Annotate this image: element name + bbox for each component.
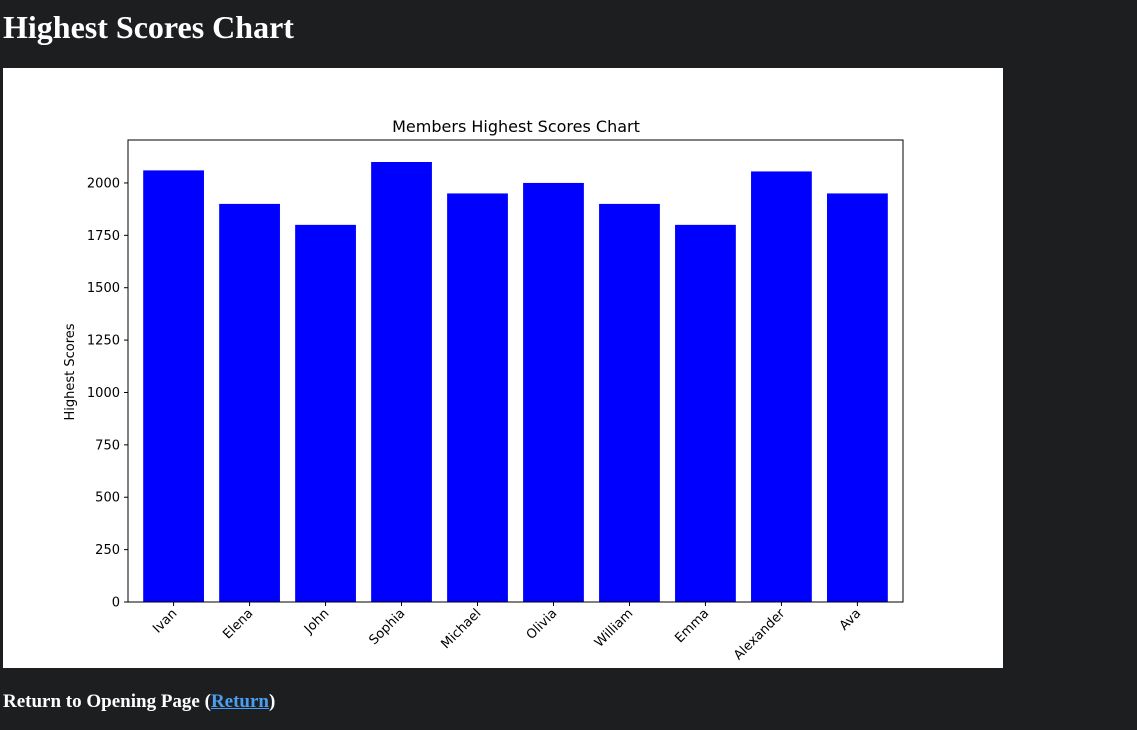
x-tick-label-michael: Michael (439, 606, 485, 652)
bar-sophia (371, 162, 432, 602)
chart-title: Members Highest Scores Chart (392, 117, 640, 136)
bar-michael (447, 193, 508, 602)
x-tick-label-john: John (301, 606, 332, 637)
x-tick-label-emma: Emma (672, 606, 712, 646)
bar-alexander (751, 171, 812, 602)
x-tick-label-ivan: Ivan (150, 606, 180, 636)
plot-frame (127, 139, 904, 603)
y-tick-label-2000: 2000 (87, 176, 120, 191)
bar-ivan (143, 170, 204, 602)
return-suffix-text: ) (269, 691, 276, 712)
y-ticks-layer: 0 250 500 750 1000 1250 1500 1750 2000 (87, 176, 128, 611)
y-tick-label-750: 750 (95, 438, 120, 453)
bar-olivia (523, 182, 584, 602)
bar-emma (675, 224, 736, 603)
page-title: Highest Scores Chart (3, 9, 294, 45)
scores-bar-chart: Members Highest Scores Chart Highest Sco… (3, 68, 1003, 668)
bars-layer (143, 162, 888, 603)
x-tick-label-elena: Elena (220, 606, 256, 642)
chart-svg: Members Highest Scores Chart Highest Sco… (63, 117, 904, 663)
y-axis-label: Highest Scores (63, 323, 78, 420)
return-prefix-text: Return to Opening Page ( (3, 691, 211, 712)
x-ticks-layer: Ivan Elena John Sophia Michael Olivia William E… (150, 602, 864, 663)
return-line: Return to Opening Page (Return) (3, 691, 275, 713)
y-tick-label-500: 500 (95, 491, 120, 506)
bar-elena (219, 203, 280, 602)
x-tick-label-william: William (592, 606, 636, 650)
y-tick-label-1500: 1500 (87, 281, 120, 296)
y-tick-label-250: 250 (95, 543, 120, 558)
x-tick-label-ava: Ava (837, 606, 864, 633)
bar-john (295, 224, 356, 603)
y-tick-label-1250: 1250 (87, 334, 120, 349)
y-tick-label-1000: 1000 (87, 386, 120, 401)
y-tick-label-1750: 1750 (87, 229, 120, 244)
x-tick-label-sophia: Sophia (366, 606, 408, 648)
x-tick-label-olivia: Olivia (524, 606, 561, 643)
bar-william (599, 203, 660, 602)
bar-ava (827, 193, 888, 602)
y-tick-label-0: 0 (112, 596, 120, 611)
x-tick-label-alexander: Alexander (731, 606, 789, 664)
return-link[interactable]: Return (210, 691, 269, 712)
